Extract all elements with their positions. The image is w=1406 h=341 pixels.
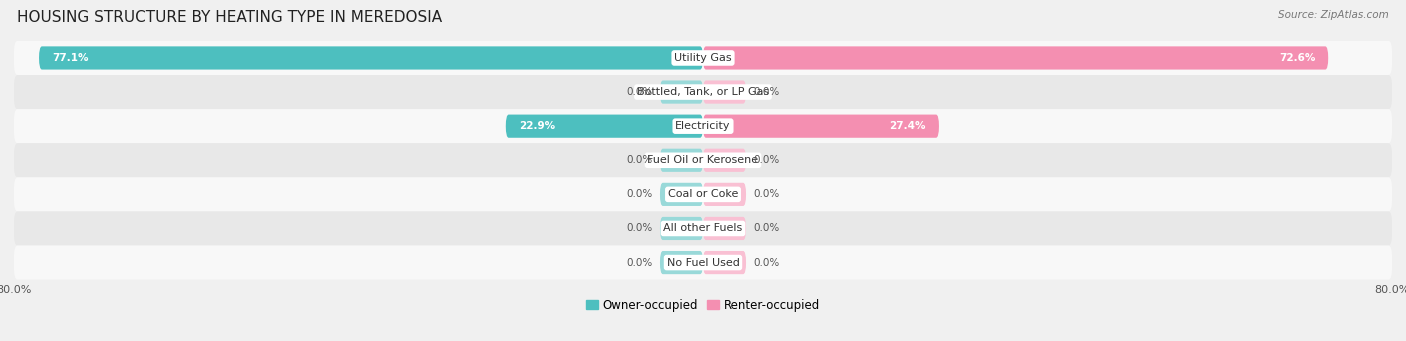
FancyBboxPatch shape <box>39 46 703 70</box>
FancyBboxPatch shape <box>14 143 1392 177</box>
FancyBboxPatch shape <box>14 109 1392 143</box>
Text: No Fuel Used: No Fuel Used <box>666 257 740 268</box>
FancyBboxPatch shape <box>14 41 1392 75</box>
Text: 0.0%: 0.0% <box>627 189 652 199</box>
Text: Bottled, Tank, or LP Gas: Bottled, Tank, or LP Gas <box>637 87 769 97</box>
Text: HOUSING STRUCTURE BY HEATING TYPE IN MEREDOSIA: HOUSING STRUCTURE BY HEATING TYPE IN MER… <box>17 10 441 25</box>
FancyBboxPatch shape <box>703 217 747 240</box>
FancyBboxPatch shape <box>659 183 703 206</box>
Text: Source: ZipAtlas.com: Source: ZipAtlas.com <box>1278 10 1389 20</box>
Text: 0.0%: 0.0% <box>754 87 779 97</box>
Text: 77.1%: 77.1% <box>52 53 89 63</box>
Text: 0.0%: 0.0% <box>754 189 779 199</box>
FancyBboxPatch shape <box>506 115 703 138</box>
FancyBboxPatch shape <box>659 217 703 240</box>
Text: 22.9%: 22.9% <box>519 121 555 131</box>
Text: Electricity: Electricity <box>675 121 731 131</box>
Text: 0.0%: 0.0% <box>627 155 652 165</box>
FancyBboxPatch shape <box>703 80 747 104</box>
FancyBboxPatch shape <box>703 115 939 138</box>
FancyBboxPatch shape <box>703 46 1329 70</box>
Text: Fuel Oil or Kerosene: Fuel Oil or Kerosene <box>647 155 759 165</box>
Text: 0.0%: 0.0% <box>754 223 779 234</box>
FancyBboxPatch shape <box>703 251 747 274</box>
Text: All other Fuels: All other Fuels <box>664 223 742 234</box>
FancyBboxPatch shape <box>659 80 703 104</box>
FancyBboxPatch shape <box>14 246 1392 280</box>
FancyBboxPatch shape <box>14 75 1392 109</box>
FancyBboxPatch shape <box>659 149 703 172</box>
FancyBboxPatch shape <box>703 183 747 206</box>
Text: Coal or Coke: Coal or Coke <box>668 189 738 199</box>
FancyBboxPatch shape <box>703 149 747 172</box>
Legend: Owner-occupied, Renter-occupied: Owner-occupied, Renter-occupied <box>581 294 825 317</box>
Text: 27.4%: 27.4% <box>890 121 927 131</box>
Text: 0.0%: 0.0% <box>754 257 779 268</box>
Text: 0.0%: 0.0% <box>627 257 652 268</box>
Text: 72.6%: 72.6% <box>1279 53 1315 63</box>
FancyBboxPatch shape <box>14 177 1392 211</box>
FancyBboxPatch shape <box>14 211 1392 246</box>
FancyBboxPatch shape <box>659 251 703 274</box>
Text: 0.0%: 0.0% <box>627 87 652 97</box>
Text: 0.0%: 0.0% <box>627 223 652 234</box>
Text: 0.0%: 0.0% <box>754 155 779 165</box>
Text: Utility Gas: Utility Gas <box>675 53 731 63</box>
